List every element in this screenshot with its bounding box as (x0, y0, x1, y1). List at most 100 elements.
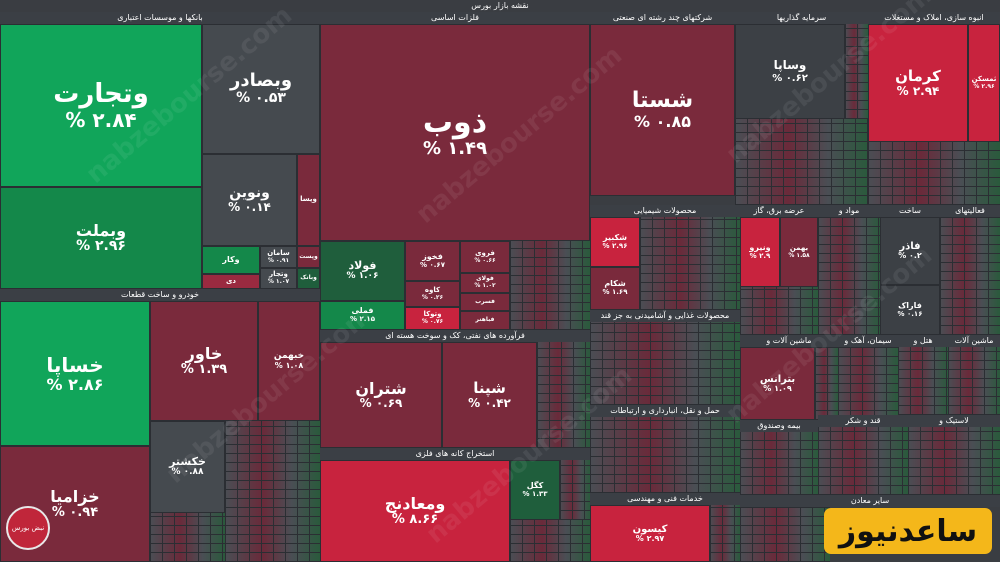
tile-fesorb[interactable]: فسرب (460, 293, 510, 311)
sector-plastic-header: لاستیک و (908, 415, 1000, 427)
tile-name: فسرب (475, 297, 495, 305)
sector-services: فعالیتهای (940, 205, 1000, 335)
tile-vniroo[interactable]: ونیرو ۲.۹ % (740, 217, 780, 287)
sector-utility: عرضه برق، گاز ونیرو ۲.۹ % بهمن ۱.۵۸ % (740, 205, 818, 335)
tile-pct: ۱.۰۶ % (346, 271, 379, 282)
tile-kave[interactable]: کاوه ۰.۲۶ % (405, 281, 460, 307)
tile-pct: ۰.۱۴ % (228, 200, 271, 215)
tile-pct: ۰.۸۸ % (171, 467, 204, 478)
tile-name: ونیرو (749, 242, 771, 252)
tile-pct: ۰.۴۲ % (468, 395, 511, 410)
tile-foolad[interactable]: فولاد ۱.۰۶ % (320, 241, 405, 301)
tile-pct: ۲.۹ % (749, 251, 771, 260)
sector-chemical-header: محصولات شیمیایی (590, 205, 740, 217)
sector-machinery2: ماشین آلات (948, 335, 1000, 415)
tile-pct: ۰.۵۳ % (236, 90, 286, 107)
tile-name: خبهمن (273, 350, 305, 361)
food-small-tiles (590, 322, 740, 405)
tile-betrans[interactable]: بترانس ۱.۰۹ % (740, 347, 815, 420)
tile-pct: ۰.۹۱ % (267, 256, 290, 264)
sector-engineering: خدمات فنی و مهندسی کیسون ۲.۹۷ % (590, 493, 740, 562)
tile-foolai[interactable]: فولای ۱.۰۲ % (460, 273, 510, 293)
tile-vsapa[interactable]: وساپا ۰.۶۲ % (735, 24, 845, 119)
tile-vtejarat[interactable]: وتجارت ۲.۸۴ % (0, 24, 202, 187)
sector-construction-header: ساخت (880, 205, 940, 217)
tile-pct: ۱.۳۹ % (180, 361, 228, 377)
tile-dey[interactable]: دی (202, 274, 260, 289)
tile-name: وپسا (300, 195, 317, 204)
tile-vmaaden[interactable]: ومعادنج ۸.۶۶ % (320, 460, 510, 562)
mining-small-tiles (510, 520, 590, 562)
tile-farak[interactable]: فاراک ۰.۱۶ % (880, 285, 940, 335)
tile-name: بهمن (789, 243, 809, 252)
minerals-small-tiles (740, 507, 830, 562)
sector-insurance-header: بیمه وصندوق (740, 420, 818, 432)
tile-name: کرمان (895, 67, 941, 86)
tile-vnovin[interactable]: ونوین ۰.۱۴ % (202, 154, 297, 246)
insurance-small-tiles (740, 432, 818, 495)
tile-vkaraz[interactable]: وکار (202, 246, 260, 274)
tile-name: خاور (185, 344, 223, 364)
investment-small-tiles (735, 119, 868, 205)
tile-name: شکبیر (602, 232, 628, 242)
tile-pct: ۰.۹۴ % (51, 504, 99, 520)
tile-shkam[interactable]: شکام ۱.۶۹ % (590, 267, 640, 310)
tile-name: ومعادنج (384, 494, 446, 514)
machinery-small-tiles (815, 347, 838, 420)
tile-vpasar[interactable]: وپسا (297, 154, 320, 246)
tile-fravi[interactable]: فروی ۰.۶۶ % (460, 241, 510, 273)
tile-vbank[interactable]: وبانک (297, 268, 320, 289)
sector-transport-header: حمل و نقل، انبارداری و ارتباطات (590, 405, 740, 417)
tile-name: وتجارت (53, 79, 149, 110)
tile-name: ذوب (422, 105, 488, 141)
sector-sugar-header: قند و شکر (818, 415, 908, 427)
tile-bahman[interactable]: بهمن ۱.۵۸ % (780, 217, 818, 287)
tile-name: شتران (355, 378, 407, 398)
sector-plastic: لاستیک و (908, 415, 1000, 495)
tile-kerman[interactable]: کرمان ۲.۹۴ % (868, 24, 968, 142)
tile-name: وساپا (773, 58, 807, 73)
tile-shpena[interactable]: شپنا ۰.۴۲ % (442, 342, 537, 448)
tile-saman[interactable]: سامان ۰.۹۱ % (260, 246, 297, 268)
tile-vtejar[interactable]: وتجار ۱.۰۷ % (260, 268, 297, 289)
tile-shetran[interactable]: شتران ۰.۶۹ % (320, 342, 442, 448)
tile-kegol[interactable]: کگل ۱.۳۳ % (510, 460, 560, 520)
tile-fkhooz[interactable]: فخوز ۰.۶۷ % (405, 241, 460, 281)
tile-pct: ۱.۰۲ % (474, 282, 496, 289)
petro-small-tiles (537, 342, 590, 448)
tile-shasta[interactable]: شستا ۰.۸۵ % (590, 24, 735, 196)
tile-pct: ۲.۱۵ % (350, 315, 375, 324)
sector-cement: سیمان، آهک و (838, 335, 898, 420)
tile-fameli[interactable]: فملی ۲.۱۵ % (320, 301, 405, 330)
tile-khkashtar[interactable]: خکشتر ۰.۸۸ % (150, 421, 225, 513)
tile-khsapa[interactable]: خساپا ۲.۸۶ % (0, 301, 150, 446)
tile-tesmekan[interactable]: ثمسکن ۲.۹۶ % (968, 24, 1000, 142)
tile-pct: ۸.۶۶ % (391, 511, 439, 527)
tile-vbmellat[interactable]: وبملت ۲.۹۶ % (0, 187, 202, 289)
sector-hotel-header: هتل و (898, 335, 948, 347)
tile-name: فملی (351, 306, 374, 316)
sector-multi-header: شرکتهای چند رشته ای صنعتی (590, 12, 735, 24)
sector-auto-header: خودرو و ساخت قطعات (0, 289, 320, 301)
sector-cement-header: سیمان، آهک و (838, 335, 898, 347)
tile-vtoka[interactable]: وتوکا ۰.۷۶ % (405, 307, 460, 330)
tile-vbsader[interactable]: وبصادر ۰.۵۳ % (202, 24, 320, 154)
tile-pct: ۰.۱۶ % (897, 309, 923, 318)
sector-sugar: قند و شکر (818, 415, 908, 495)
sector-insurance: بیمه وصندوق (740, 420, 818, 495)
transport-small-tiles (590, 417, 740, 493)
tile-vpost[interactable]: وپست (297, 246, 320, 268)
tile-name: شپنا (473, 379, 506, 398)
chemical-small-tiles (640, 217, 740, 310)
tile-khbahman[interactable]: خبهمن ۱.۰۸ % (258, 301, 320, 421)
tile-pct: ۱.۰۸ % (274, 360, 304, 370)
sector-petro: فرآورده های نفتی، کک و سوخت هسته ای شترا… (320, 330, 590, 448)
tile-name: شستا (631, 88, 694, 114)
engineering-small-tiles (710, 505, 740, 562)
tile-khavar[interactable]: خاور ۱.۳۹ % (150, 301, 258, 421)
tile-kaisun[interactable]: کیسون ۲.۹۷ % (590, 505, 710, 562)
tile-fbahonar[interactable]: فباهنر (460, 311, 510, 330)
tile-zob[interactable]: ذوب ۱.۴۹ % (320, 24, 590, 241)
tile-fazar[interactable]: فاذر ۰.۲ % (880, 217, 940, 285)
tile-shakbar[interactable]: شکبیر ۲.۹۶ % (590, 217, 640, 267)
